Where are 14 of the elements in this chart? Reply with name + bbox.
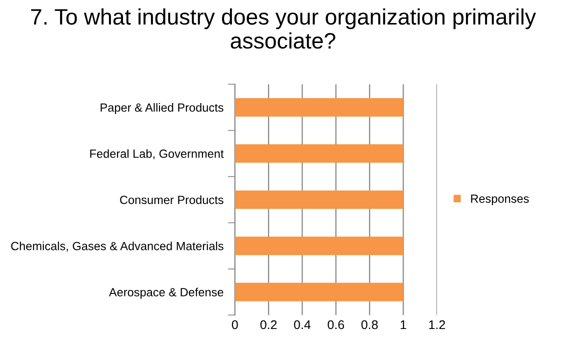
y-tick-label: Aerospace & Defense [108,288,224,299]
y-tick-label: Federal Lab, Government [90,149,224,160]
legend-label: Responses [471,194,529,206]
x-tick-label: 0.4 [294,320,311,330]
x-tick-label: 0 [232,320,238,330]
y-tick-label: Chemicals, Gases & Advanced Materials [11,242,224,252]
x-tick-label: 0.2 [260,320,277,330]
x-tick-label: 1 [400,320,406,330]
chart-title: 7. To what industry does your organization primarily associate? [31,8,536,49]
x-tick-label: 1.2 [429,320,446,330]
y-tick-label: Paper & Allied Products [100,103,224,114]
y-tick-label: Consumer Products [120,195,224,204]
x-tick-label: 0.8 [361,320,378,330]
x-tick-label: 0.6 [328,320,344,330]
